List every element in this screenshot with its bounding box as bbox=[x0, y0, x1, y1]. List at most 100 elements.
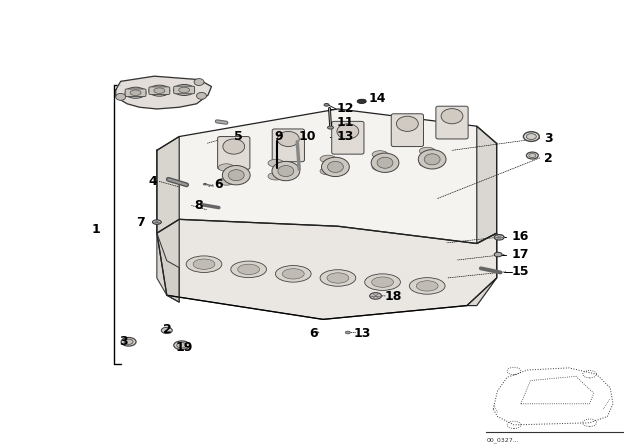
Ellipse shape bbox=[526, 134, 536, 139]
Text: 12: 12 bbox=[337, 103, 355, 116]
Ellipse shape bbox=[320, 167, 336, 175]
Text: 18: 18 bbox=[385, 290, 403, 303]
Circle shape bbox=[116, 94, 125, 100]
Ellipse shape bbox=[324, 103, 329, 106]
Ellipse shape bbox=[529, 154, 536, 158]
Text: 14: 14 bbox=[369, 92, 386, 105]
Ellipse shape bbox=[218, 177, 234, 185]
Circle shape bbox=[228, 170, 244, 181]
Ellipse shape bbox=[320, 155, 336, 163]
Circle shape bbox=[278, 165, 294, 177]
Ellipse shape bbox=[173, 341, 189, 349]
Circle shape bbox=[441, 108, 463, 124]
Ellipse shape bbox=[372, 277, 394, 287]
Ellipse shape bbox=[275, 266, 311, 282]
Ellipse shape bbox=[268, 159, 284, 167]
Ellipse shape bbox=[527, 152, 538, 159]
Ellipse shape bbox=[125, 87, 146, 98]
FancyBboxPatch shape bbox=[332, 121, 364, 154]
Ellipse shape bbox=[365, 274, 401, 290]
FancyBboxPatch shape bbox=[218, 137, 250, 169]
Ellipse shape bbox=[124, 339, 133, 345]
Text: 4: 4 bbox=[148, 175, 157, 188]
Ellipse shape bbox=[494, 252, 502, 257]
Circle shape bbox=[371, 153, 399, 172]
Ellipse shape bbox=[357, 99, 366, 103]
Ellipse shape bbox=[410, 278, 445, 294]
Ellipse shape bbox=[328, 126, 333, 129]
Text: 11: 11 bbox=[337, 116, 355, 129]
Ellipse shape bbox=[231, 261, 266, 278]
Ellipse shape bbox=[282, 269, 304, 279]
Text: 15: 15 bbox=[511, 265, 529, 278]
Polygon shape bbox=[157, 220, 497, 319]
Ellipse shape bbox=[179, 87, 189, 93]
Text: 9: 9 bbox=[274, 130, 283, 143]
Text: 3: 3 bbox=[544, 132, 552, 145]
Text: 5: 5 bbox=[234, 130, 243, 143]
Circle shape bbox=[272, 161, 300, 181]
Text: 13: 13 bbox=[337, 130, 355, 143]
Polygon shape bbox=[157, 137, 179, 302]
Ellipse shape bbox=[149, 85, 170, 96]
FancyBboxPatch shape bbox=[391, 114, 424, 146]
Circle shape bbox=[196, 92, 207, 99]
FancyBboxPatch shape bbox=[173, 86, 195, 94]
FancyBboxPatch shape bbox=[436, 106, 468, 139]
Ellipse shape bbox=[121, 337, 136, 346]
Text: 1: 1 bbox=[91, 223, 100, 236]
Ellipse shape bbox=[346, 331, 350, 334]
Ellipse shape bbox=[130, 90, 141, 95]
FancyBboxPatch shape bbox=[149, 87, 170, 95]
Text: 2: 2 bbox=[544, 152, 552, 165]
Circle shape bbox=[396, 116, 419, 131]
Ellipse shape bbox=[218, 164, 234, 172]
Ellipse shape bbox=[372, 163, 388, 171]
Text: 19: 19 bbox=[175, 341, 193, 354]
Polygon shape bbox=[157, 109, 497, 244]
Text: 2: 2 bbox=[163, 323, 172, 336]
Ellipse shape bbox=[204, 183, 207, 185]
Ellipse shape bbox=[161, 327, 172, 333]
Circle shape bbox=[377, 157, 393, 168]
Text: 16: 16 bbox=[511, 230, 529, 243]
Ellipse shape bbox=[152, 220, 161, 224]
Polygon shape bbox=[116, 76, 211, 109]
FancyBboxPatch shape bbox=[125, 89, 146, 96]
Circle shape bbox=[328, 161, 344, 172]
Circle shape bbox=[277, 131, 300, 146]
Circle shape bbox=[419, 150, 446, 169]
Circle shape bbox=[321, 157, 349, 177]
Text: 6: 6 bbox=[214, 178, 223, 191]
Ellipse shape bbox=[494, 234, 504, 240]
Polygon shape bbox=[157, 233, 179, 302]
Circle shape bbox=[337, 124, 359, 139]
FancyBboxPatch shape bbox=[272, 129, 305, 162]
Polygon shape bbox=[467, 126, 497, 306]
Ellipse shape bbox=[186, 256, 222, 272]
Text: 6: 6 bbox=[310, 327, 318, 340]
Circle shape bbox=[223, 139, 244, 154]
Text: 13: 13 bbox=[354, 327, 371, 340]
Ellipse shape bbox=[177, 342, 187, 348]
Ellipse shape bbox=[372, 151, 388, 158]
Ellipse shape bbox=[316, 332, 319, 333]
Ellipse shape bbox=[370, 293, 381, 299]
Text: 8: 8 bbox=[194, 199, 203, 212]
Ellipse shape bbox=[419, 147, 435, 155]
Circle shape bbox=[424, 154, 440, 165]
Ellipse shape bbox=[327, 273, 349, 283]
Ellipse shape bbox=[320, 270, 356, 286]
Circle shape bbox=[222, 165, 250, 185]
Ellipse shape bbox=[524, 132, 540, 142]
Circle shape bbox=[194, 78, 204, 86]
Ellipse shape bbox=[416, 281, 438, 291]
Ellipse shape bbox=[193, 259, 215, 269]
Text: 3: 3 bbox=[118, 335, 127, 348]
Ellipse shape bbox=[173, 85, 195, 95]
Ellipse shape bbox=[268, 172, 284, 180]
Text: 7: 7 bbox=[136, 216, 145, 229]
Ellipse shape bbox=[419, 159, 435, 167]
Ellipse shape bbox=[237, 264, 260, 275]
Ellipse shape bbox=[154, 88, 165, 94]
